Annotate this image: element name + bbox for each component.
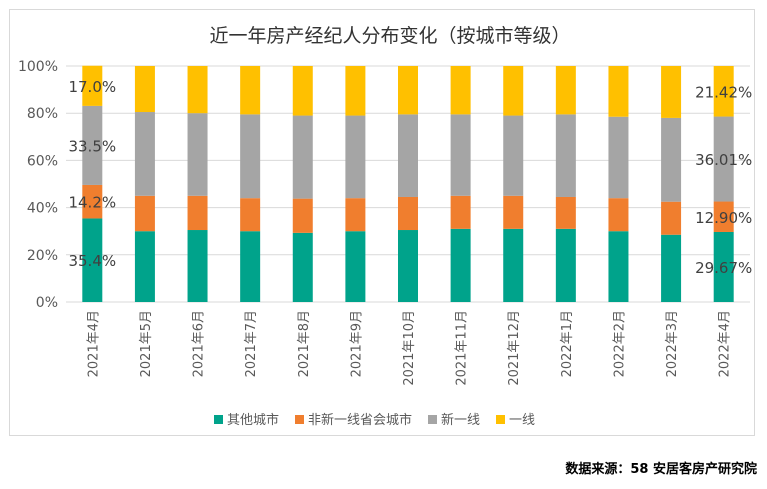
bars <box>82 65 734 302</box>
data-label: 29.67% <box>695 259 752 277</box>
chart-title: 近一年房产经纪人分布变化（按城市等级） <box>209 25 570 47</box>
bar-segment <box>187 66 208 114</box>
bar-segment <box>398 66 418 115</box>
bar-segment <box>292 66 313 116</box>
x-tick-label: 2022年1月 <box>560 310 575 377</box>
y-tick-label: 80% <box>27 106 58 122</box>
data-label: 33.5% <box>68 137 116 155</box>
x-axis-ticks: 2021年4月 2021年5月 2021年6月 2021年7月 2021年8月 2021年… <box>86 310 732 386</box>
bar-segment <box>187 113 208 196</box>
bar-segment <box>661 201 682 235</box>
data-label: 21.42% <box>695 83 752 101</box>
data-label: 17.0% <box>68 78 116 96</box>
legend-label: 一线 <box>509 413 535 428</box>
x-tick-label: 2021年4月 <box>86 310 101 377</box>
bar-segment <box>187 195 208 231</box>
bar-segment <box>292 115 313 199</box>
y-tick-label: 60% <box>27 153 58 169</box>
bar-segment <box>345 66 366 116</box>
bar-segment <box>82 184 103 219</box>
legend: 其他城市 非新一线省会城市 新一线 一线 <box>214 412 535 428</box>
bar-segment <box>240 66 261 115</box>
bar-segment <box>555 196 576 229</box>
x-tick-label: 2022年2月 <box>612 310 627 377</box>
bar-segment <box>450 195 471 229</box>
x-tick-label: 2021年9月 <box>349 310 364 377</box>
y-axis-ticks: 0% 20% 40% 60% 80% 100% <box>18 59 58 311</box>
x-tick-label: 2022年4月 <box>718 310 733 377</box>
bar-segment <box>608 231 629 302</box>
legend-swatch <box>295 415 304 424</box>
bar-segment <box>713 201 734 232</box>
bar-segment <box>450 66 471 115</box>
y-tick-label: 40% <box>27 201 58 217</box>
bar-segment <box>292 232 313 302</box>
bar-segment <box>134 231 155 302</box>
x-tick-label: 2021年8月 <box>297 310 312 377</box>
bar-segment <box>82 65 103 106</box>
data-label: 14.2% <box>68 194 116 212</box>
bar-segment <box>713 231 734 302</box>
bar-segment <box>82 105 103 185</box>
x-tick-label: 2021年12月 <box>507 310 522 386</box>
bar-segment <box>555 114 576 197</box>
bar-segment <box>134 112 155 196</box>
source-note: 数据来源：58 安居客房产研究院 <box>565 462 757 477</box>
legend-swatch <box>496 415 505 424</box>
bar-segment <box>450 228 471 302</box>
bar-segment <box>398 230 418 302</box>
bar-segment <box>240 198 261 232</box>
bar-segment <box>450 114 471 196</box>
bar-segment <box>503 66 524 116</box>
bar-segment <box>555 228 576 302</box>
bar-segment <box>398 196 418 231</box>
y-tick-label: 100% <box>18 59 58 75</box>
bar-segment <box>398 114 418 197</box>
bar-segment <box>345 115 366 199</box>
y-tick-label: 20% <box>27 248 58 264</box>
legend-swatch <box>428 415 437 424</box>
x-tick-label: 2021年6月 <box>192 310 207 377</box>
legend-label: 非新一线省会城市 <box>308 412 412 428</box>
data-label: 35.4% <box>68 252 116 270</box>
bar-segment <box>503 115 524 196</box>
bar-segment <box>503 228 524 302</box>
legend-swatch <box>214 415 223 424</box>
bar-segment <box>240 231 261 302</box>
bar-segment <box>661 117 682 202</box>
bar-segment <box>713 66 734 117</box>
bar-segment <box>345 231 366 302</box>
chart-frame <box>9 9 755 436</box>
bar-segment <box>187 230 208 302</box>
bar-segment <box>345 198 366 232</box>
x-tick-label: 2022年3月 <box>665 310 680 377</box>
x-tick-label: 2021年7月 <box>244 310 259 377</box>
bar-segment <box>608 198 629 232</box>
data-label: 12.90% <box>695 209 752 227</box>
y-tick-label: 0% <box>36 295 58 311</box>
bar-segment <box>82 218 103 302</box>
bar-segment <box>608 116 629 199</box>
bar-segment <box>134 195 155 232</box>
bar-segment <box>555 66 576 115</box>
bar-segment <box>713 116 734 202</box>
data-label: 36.01% <box>695 151 752 169</box>
bar-segment <box>292 198 313 233</box>
bar-segment <box>608 66 629 117</box>
legend-label: 新一线 <box>441 412 480 428</box>
x-tick-label: 2021年10月 <box>402 310 417 386</box>
legend-label: 其他城市 <box>227 412 279 428</box>
x-tick-label: 2021年5月 <box>139 310 154 377</box>
data-labels: 17.0% 33.5% 14.2% 35.4% 21.42% 36.01% 12.90% 29… <box>68 78 752 277</box>
bar-segment <box>661 66 682 118</box>
bar-segment <box>661 234 682 302</box>
bar-segment <box>240 114 261 199</box>
bar-segment <box>134 66 155 113</box>
stacked-bar-chart: 近一年房产经纪人分布变化（按城市等级） 0% 20% 40% 60% 80% 100% 1… <box>18 25 752 428</box>
bar-segment <box>503 195 524 229</box>
x-tick-label: 2021年11月 <box>455 310 470 386</box>
